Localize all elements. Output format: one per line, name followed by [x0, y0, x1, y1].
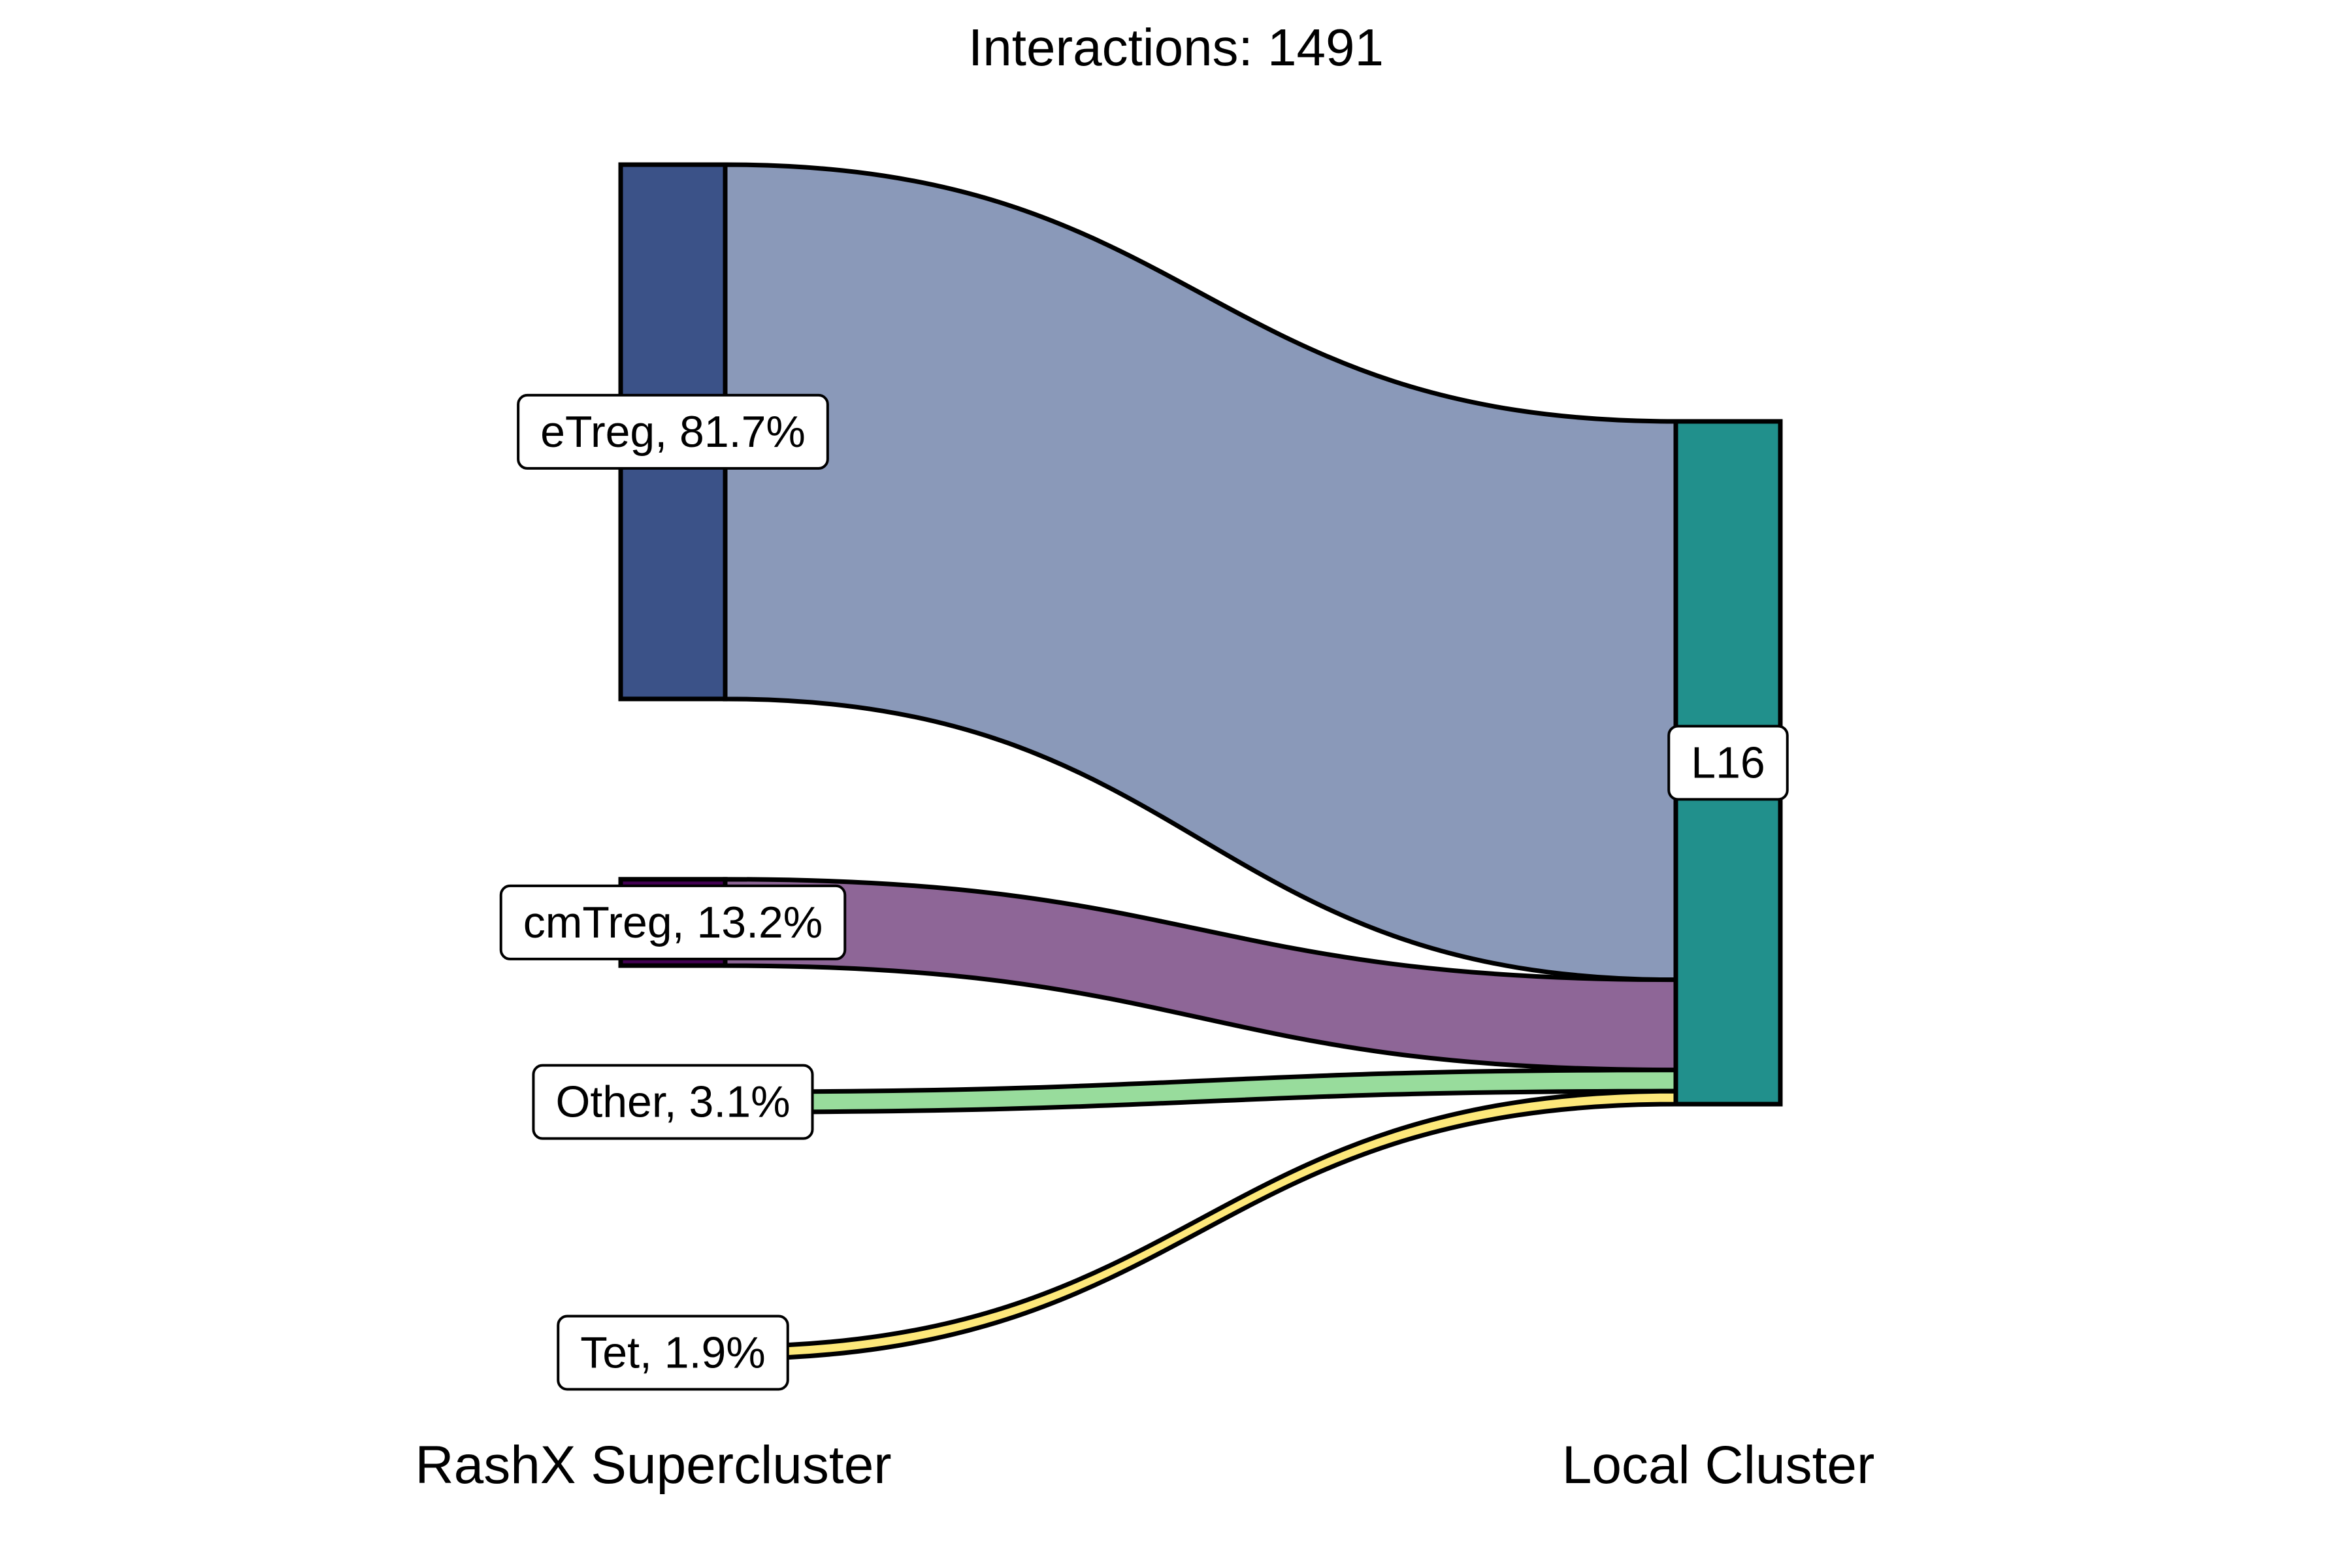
node-label-text-tet: Tet, 1.9%	[580, 1328, 766, 1377]
node-label-box-tet	[557, 1315, 789, 1391]
node-label-box-cmtreg	[499, 884, 847, 960]
labels-layer: eTreg, 81.7% cmTreg, 13.2% Other, 3.1% Tet,…	[499, 393, 1789, 1391]
flows-layer	[723, 162, 1678, 1362]
node-label-text-other: Other, 3.1%	[555, 1077, 790, 1127]
node-label-text-cmtreg: cmTreg, 13.2%	[523, 898, 823, 947]
node-label-text-l16: L16	[1691, 738, 1765, 788]
node-label-box-l16	[1667, 725, 1789, 801]
node-label-etreg: eTreg, 81.7%	[517, 393, 829, 470]
flow-tet-to-l16	[723, 1088, 1678, 1362]
node-label-box-etreg	[517, 393, 829, 470]
axis-label-right: Local Cluster	[1562, 1435, 1875, 1495]
node-label-cmtreg: cmTreg, 13.2%	[499, 884, 847, 960]
node-label-l16: L16	[1667, 725, 1789, 801]
axis-label-left: RashX Supercluster	[415, 1435, 891, 1495]
node-label-text-etreg: eTreg, 81.7%	[540, 407, 806, 457]
node-label-tet: Tet, 1.9%	[557, 1315, 789, 1391]
node-label-box-other	[532, 1064, 814, 1140]
node-label-other: Other, 3.1%	[532, 1064, 814, 1140]
chart-title: Interactions: 1491	[968, 18, 1384, 76]
flow-etreg-to-l16	[723, 162, 1678, 983]
